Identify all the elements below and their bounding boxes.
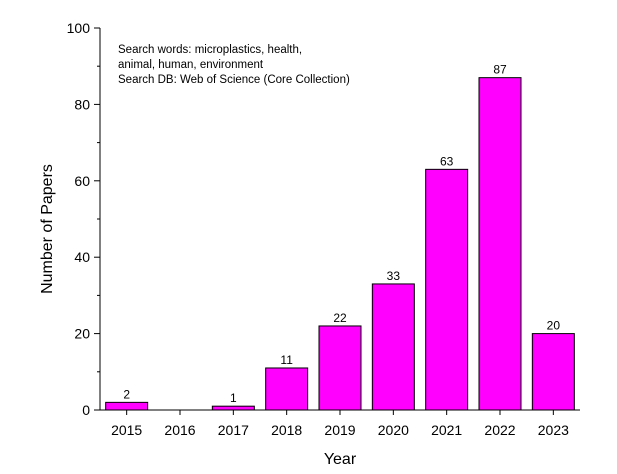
x-tick-label: 2022 (484, 422, 515, 438)
y-tick-label: 20 (74, 326, 90, 342)
search-annotation: Search words: microplastics, health, ani… (118, 44, 350, 86)
x-tick-label: 2017 (218, 422, 249, 438)
data-label-2020: 33 (387, 269, 401, 283)
x-tick-label: 2023 (538, 422, 569, 438)
y-tick-label: 40 (74, 249, 90, 265)
annotation-line-3: Search DB: Web of Science (Core Collecti… (118, 74, 350, 86)
data-label-2021: 63 (440, 154, 454, 168)
data-label-2018: 11 (280, 353, 293, 367)
y-tick-label: 100 (67, 20, 91, 36)
data-label-2017: 1 (230, 391, 237, 405)
x-axis-title: Year (324, 451, 357, 468)
bar-2019 (318, 325, 362, 411)
x-ticks-group: 2015 2016 2017 2018 2019 2020 2021 2022 2023 (111, 410, 569, 438)
data-label-2015: 2 (123, 387, 130, 401)
bar-2017 (211, 405, 255, 411)
bar-2015 (105, 401, 149, 411)
data-label-2023: 20 (547, 319, 561, 333)
y-axis-title: Number of Papers (39, 164, 56, 294)
bar-2021 (425, 168, 469, 411)
bars-group (105, 77, 575, 411)
x-tick-label: 2018 (271, 422, 302, 438)
bar-2022 (478, 77, 522, 411)
x-tick-label: 2020 (378, 422, 409, 438)
y-ticks-group: 0 20 40 60 80 100 (67, 20, 100, 418)
y-tick-label: 80 (74, 96, 90, 112)
y-tick-label: 0 (82, 402, 90, 418)
x-tick-label: 2021 (431, 422, 462, 438)
bar-2023 (531, 333, 575, 411)
bar-2020 (371, 283, 415, 411)
x-tick-label: 2015 (111, 422, 142, 438)
x-tick-label: 2019 (324, 422, 355, 438)
annotation-line-1: Search words: microplastics, health, (118, 44, 302, 56)
y-tick-label: 60 (74, 173, 90, 189)
data-label-2019: 22 (333, 311, 347, 325)
annotation-line-2: animal, human, environment (118, 59, 264, 71)
x-tick-label: 2016 (164, 422, 195, 438)
data-label-2022: 87 (493, 63, 507, 77)
bar-2018 (265, 367, 309, 411)
